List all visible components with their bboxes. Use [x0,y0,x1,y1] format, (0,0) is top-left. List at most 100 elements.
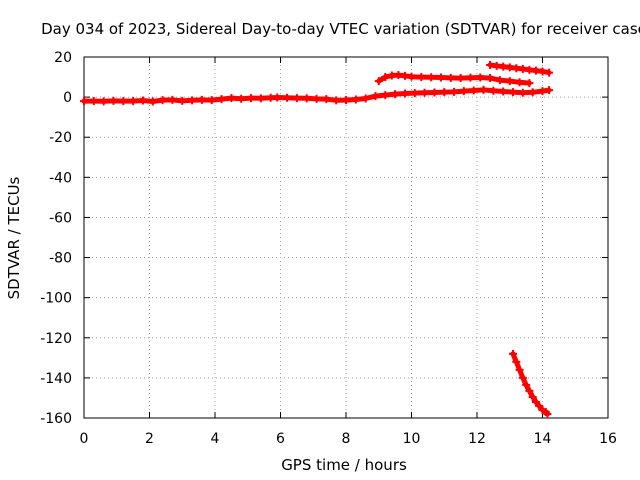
data-point [528,392,537,401]
x-tick-label: 14 [534,431,552,447]
data-point [148,97,157,106]
x-tick-label: 10 [403,431,421,447]
data-point [518,88,527,97]
data-point [332,96,341,105]
data-point [80,97,88,106]
data-point [109,96,118,105]
data-point [361,94,370,103]
data-point [400,89,409,98]
grid [84,57,608,418]
data-point [538,87,547,96]
data-point [450,87,459,96]
data-point [158,96,167,105]
x-tick-label: 4 [211,431,220,447]
y-tick-label: -140 [40,371,72,387]
data-point [256,94,265,103]
y-tick-label: 0 [63,90,72,106]
data-point [430,88,439,97]
x-tick-label: 8 [342,431,351,447]
data-point [178,96,187,105]
data-point [456,74,465,83]
data-point [525,386,534,395]
data-point [495,76,504,85]
data-point [302,94,311,103]
data-point [543,409,552,418]
data-point [168,95,177,104]
data-point [417,73,426,82]
data-point [486,74,495,83]
data-point [381,91,390,100]
data-point [322,95,331,104]
data-point [509,88,518,97]
data-point [207,96,216,105]
data-point [374,77,383,86]
data-point [436,73,445,82]
data-point [237,94,246,103]
data-point [197,95,206,104]
axis-ticks: 0 2 4 6 8 10 12 14 16 20 0 -20 -40 -60 -80 -100 -120 -140… [40,50,617,447]
data-point [525,79,534,88]
y-tick-label: -80 [49,251,72,267]
data-point [512,357,521,366]
data-point [531,397,540,406]
data-point [518,373,527,382]
x-axis-label: GPS time / hours [281,456,407,474]
series-upper-right [486,61,554,77]
data-point [371,92,380,101]
x-tick-label: 16 [599,431,617,447]
data-point [466,73,475,82]
data-point [188,96,197,105]
data-point [522,380,531,389]
y-tick-label: -100 [40,291,72,307]
data-point [247,94,256,103]
data-point [469,86,478,95]
data-point [217,95,226,104]
data-point [446,73,455,82]
data-point [129,97,138,106]
y-tick-label: -20 [49,130,72,146]
data-point [489,86,498,95]
data-point [505,77,514,86]
data-point [499,87,508,96]
data-point [351,95,360,104]
data-point [99,97,108,106]
data-point [440,88,449,97]
data-point [119,97,128,106]
data-point [509,349,518,358]
x-tick-label: 6 [276,431,285,447]
y-axis-label: SDTVAR / TECUs [5,176,23,299]
data-point [342,96,350,105]
data-point [545,68,554,77]
data-point [459,87,468,96]
data-point [545,86,554,95]
data-point [407,72,416,81]
y-tick-label: -120 [40,331,72,347]
data-point [273,93,282,102]
series-dive [509,349,552,418]
data-point [381,73,390,82]
data-point [515,78,524,87]
series-baseline [80,85,554,106]
data-point [535,401,544,410]
data-point [420,88,429,97]
data-point [292,94,301,103]
y-tick-label: 20 [54,50,72,66]
x-tick-label: 2 [145,431,154,447]
data-point [391,90,400,99]
y-tick-label: -40 [49,170,72,186]
data-point [479,85,488,94]
data-point [227,94,236,103]
data-point [89,97,98,106]
data-point [283,93,292,102]
y-tick-label: -60 [49,210,72,226]
data-point [312,94,321,103]
x-tick-label: 0 [80,431,89,447]
y-tick-label: -160 [40,411,72,427]
data-point [427,73,436,82]
series-upper-arc [374,71,534,88]
data-point [410,89,419,98]
data-point [538,67,547,76]
data-point [528,88,537,97]
data-point [515,365,524,374]
